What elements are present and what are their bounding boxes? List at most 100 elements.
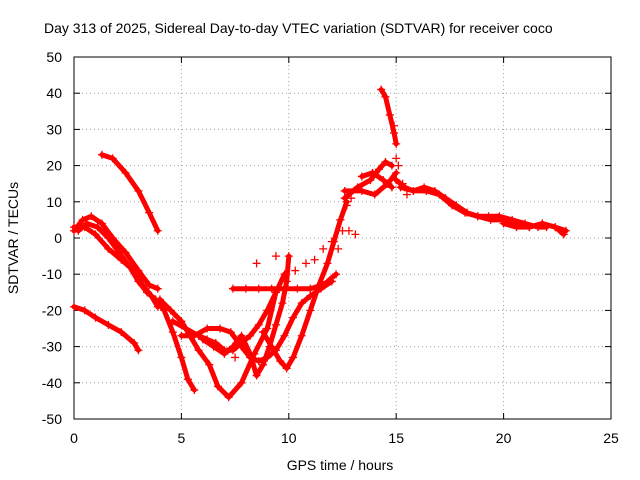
x-tick-label: 20 bbox=[496, 430, 512, 446]
data-point bbox=[130, 338, 139, 347]
data-point bbox=[198, 335, 207, 344]
data-point bbox=[237, 378, 246, 387]
data-point bbox=[538, 219, 547, 228]
data-point bbox=[155, 295, 164, 304]
data-point bbox=[381, 157, 390, 166]
data-point bbox=[115, 248, 124, 257]
data-point bbox=[267, 342, 276, 351]
data-point bbox=[74, 226, 83, 235]
data-point bbox=[460, 208, 469, 217]
x-tick-label: 10 bbox=[281, 430, 297, 446]
data-point bbox=[282, 364, 291, 373]
scatter-point bbox=[347, 194, 356, 203]
data-point bbox=[375, 165, 384, 174]
data-point bbox=[512, 223, 521, 232]
series-track-4 bbox=[70, 223, 162, 311]
y-tick-label: 50 bbox=[46, 49, 62, 65]
scatter-point bbox=[402, 190, 411, 199]
data-point bbox=[381, 92, 390, 101]
data-point bbox=[134, 186, 143, 195]
data-point bbox=[228, 284, 237, 293]
x-tick-label: 5 bbox=[178, 430, 186, 446]
data-point bbox=[91, 230, 100, 239]
series-line bbox=[393, 177, 550, 230]
data-point bbox=[259, 328, 268, 337]
data-point bbox=[153, 284, 162, 293]
data-point bbox=[263, 324, 272, 333]
data-point bbox=[289, 353, 298, 362]
data-point bbox=[87, 212, 96, 221]
data-point bbox=[525, 223, 534, 232]
data-point bbox=[246, 349, 255, 358]
axis-ticks: 0 5 10 15 20 25 -50 -40 -30 -20 -10 0 10 20 30 40 50 bbox=[42, 49, 619, 446]
data-point bbox=[357, 172, 366, 181]
y-tick-label: -50 bbox=[42, 411, 62, 427]
series-line bbox=[260, 199, 350, 371]
data-point bbox=[271, 320, 280, 329]
scatter-point bbox=[310, 255, 319, 264]
data-point bbox=[91, 313, 100, 322]
data-point bbox=[448, 201, 457, 210]
data-series bbox=[70, 85, 570, 402]
y-tick-label: 0 bbox=[54, 230, 62, 246]
data-point bbox=[190, 331, 199, 340]
series-track-1 bbox=[97, 150, 162, 235]
data-point bbox=[377, 85, 386, 94]
scatter-point bbox=[271, 252, 280, 261]
data-point bbox=[78, 215, 87, 224]
data-point bbox=[177, 331, 186, 340]
data-point bbox=[259, 360, 268, 369]
data-point bbox=[134, 277, 143, 286]
data-point bbox=[183, 375, 192, 384]
data-point bbox=[82, 219, 91, 228]
data-point bbox=[297, 299, 306, 308]
data-point bbox=[145, 208, 154, 217]
chart-title: Day 313 of 2025, Sidereal Day-to-day VTE… bbox=[44, 20, 553, 36]
data-point bbox=[177, 353, 186, 362]
x-tick-label: 0 bbox=[70, 430, 78, 446]
scatter-point bbox=[291, 266, 300, 275]
series-track-18 bbox=[499, 219, 570, 235]
data-point bbox=[263, 306, 272, 315]
series-line bbox=[71, 304, 141, 353]
scatter-point bbox=[390, 121, 399, 130]
y-tick-label: 20 bbox=[46, 158, 62, 174]
series-track-2 bbox=[70, 302, 143, 355]
data-point bbox=[246, 331, 255, 340]
series-line bbox=[157, 289, 279, 400]
data-point bbox=[203, 324, 212, 333]
data-point bbox=[323, 259, 332, 268]
series-line bbox=[359, 170, 395, 190]
scatter-point bbox=[231, 353, 240, 362]
scatter-point bbox=[394, 161, 403, 170]
data-point bbox=[226, 328, 235, 337]
data-point bbox=[293, 284, 302, 293]
series-track-16 bbox=[392, 176, 551, 232]
data-point bbox=[385, 110, 394, 119]
y-tick-label: 40 bbox=[46, 85, 62, 101]
data-point bbox=[276, 357, 285, 366]
data-point bbox=[282, 277, 291, 286]
data-point bbox=[97, 219, 106, 228]
data-point bbox=[392, 139, 401, 148]
data-point bbox=[340, 186, 349, 195]
data-point bbox=[473, 212, 482, 221]
data-point bbox=[267, 284, 276, 293]
data-point bbox=[435, 190, 444, 199]
data-point bbox=[117, 328, 126, 337]
data-point bbox=[220, 349, 229, 358]
data-point bbox=[224, 393, 233, 402]
data-point bbox=[387, 183, 396, 192]
x-tick-label: 25 bbox=[603, 430, 619, 446]
scatter-point bbox=[351, 230, 360, 239]
data-point bbox=[314, 281, 323, 290]
data-point bbox=[297, 331, 306, 340]
y-tick-label: -30 bbox=[42, 339, 62, 355]
data-point bbox=[228, 342, 237, 351]
data-point bbox=[368, 168, 377, 177]
data-point bbox=[254, 320, 263, 329]
data-point bbox=[213, 382, 222, 391]
data-point bbox=[237, 331, 246, 340]
y-tick-label: -20 bbox=[42, 302, 62, 318]
y-tick-label: -10 bbox=[42, 266, 62, 282]
